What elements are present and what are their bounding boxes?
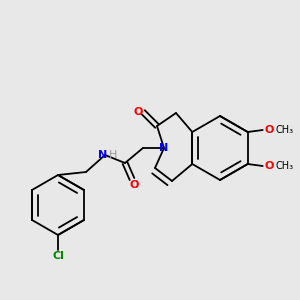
Text: O: O: [133, 107, 143, 117]
Text: N: N: [159, 143, 169, 153]
Text: N: N: [98, 150, 107, 160]
Text: O: O: [265, 125, 274, 135]
Text: CH₃: CH₃: [276, 161, 294, 171]
Text: CH₃: CH₃: [276, 125, 294, 135]
Text: O: O: [129, 180, 139, 190]
Text: H: H: [109, 150, 117, 160]
Text: O: O: [265, 161, 274, 171]
Text: Cl: Cl: [52, 251, 64, 261]
